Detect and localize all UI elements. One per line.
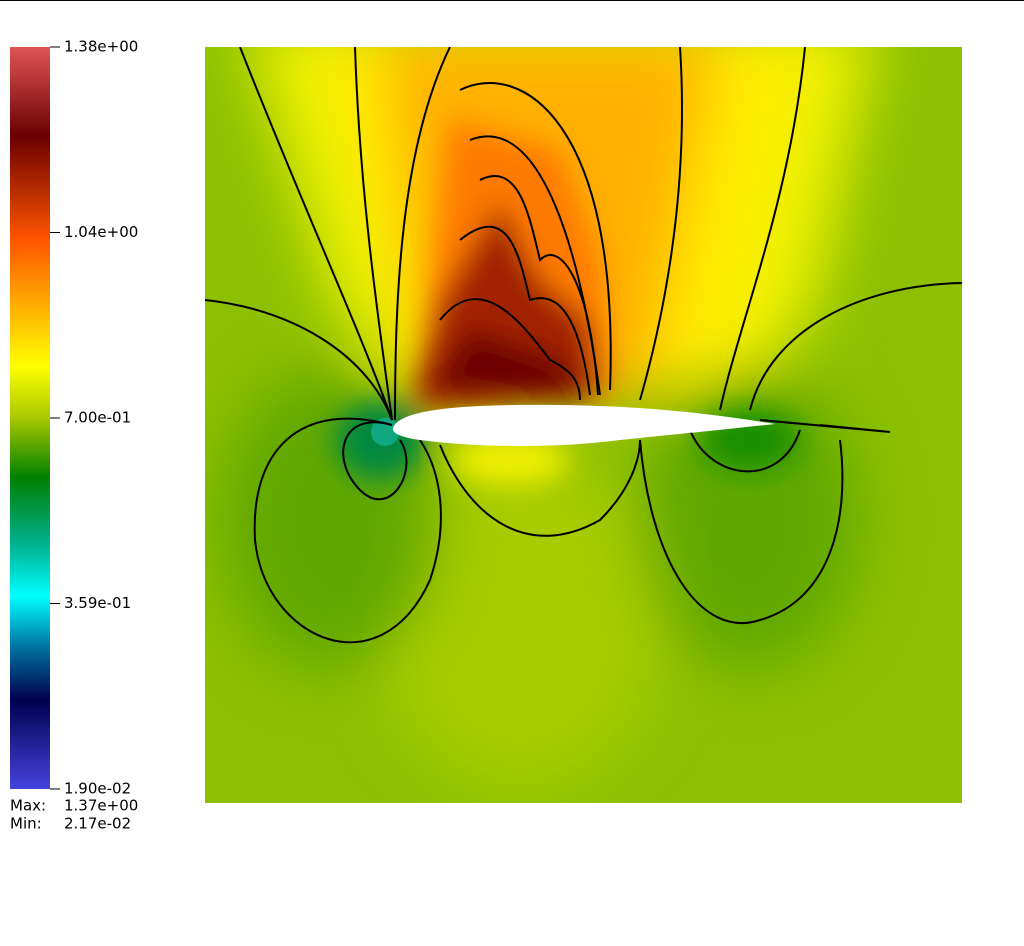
colorbar-tick-label: 3.59e-01 [64,594,131,612]
colorbar-ticks: 1.38e+00 1.04e+00 7.00e-01 3.59e-01 1.90e-02 [50,38,138,798]
field-plot [205,47,962,803]
max-value: 1.37e+00 [64,797,138,815]
min-value: 2.17e-02 [64,815,131,833]
colorbar-tick-label: 1.04e+00 [64,223,138,241]
colorbar [10,47,50,789]
min-label: Min: [10,815,42,833]
colorbar-tick-label: 1.38e+00 [64,38,138,56]
contour-lines [205,47,962,644]
max-label: Max: [10,797,46,815]
airfoil [392,404,775,446]
colorbar-tick-label: 1.90e-02 [64,780,131,798]
colorbar-tick-label: 7.00e-01 [64,409,131,427]
